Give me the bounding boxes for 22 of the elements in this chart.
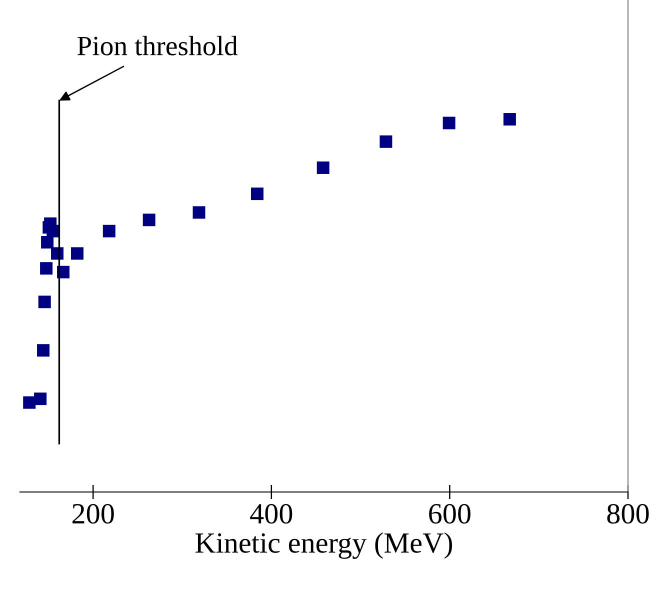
point (23, 396, 36, 409)
point (442, 116, 456, 130)
point (142, 214, 156, 226)
point (503, 113, 516, 126)
point (102, 224, 116, 238)
x-tick-label: 200 (72, 504, 114, 524)
point (37, 344, 50, 357)
ref-line-label: Pion threshold (77, 36, 238, 56)
point (70, 247, 84, 260)
point (46, 224, 60, 238)
point (34, 392, 47, 406)
point (38, 296, 51, 308)
point (250, 188, 264, 200)
x-tick-label: 800 (607, 504, 649, 524)
point (41, 236, 54, 249)
point (316, 161, 330, 174)
point (380, 135, 392, 148)
point (40, 262, 53, 275)
x-tick-label: 600 (429, 504, 470, 524)
x-axis-title: Kinetic energy (MeV) (196, 532, 452, 559)
point (192, 206, 206, 219)
x-tick-label: 400 (250, 504, 292, 524)
